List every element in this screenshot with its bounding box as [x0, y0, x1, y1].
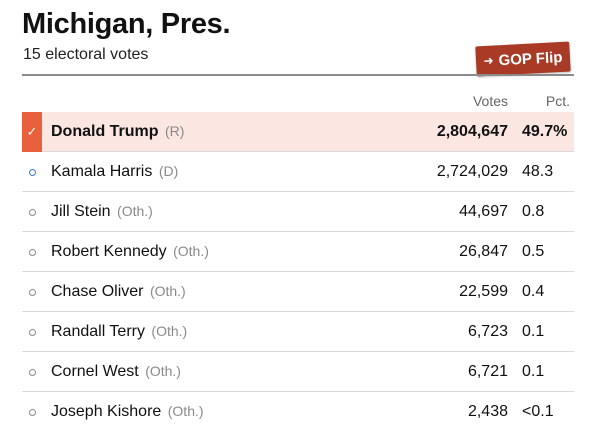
candidate-marker	[22, 312, 42, 352]
vote-count: 22,599	[459, 282, 508, 300]
vote-count: 6,723	[467, 322, 508, 340]
candidate-name-text: Joseph Kishore	[51, 403, 162, 420]
party-label: (Oth.)	[151, 322, 188, 339]
table-row: Jill Stein (Oth.) 44,697 0.8	[22, 192, 574, 232]
table-row: Randall Terry (Oth.) 6,723 0.1	[22, 312, 574, 352]
circle-icon	[28, 168, 36, 176]
badge-label: GOP Flip	[498, 48, 563, 69]
table-row: ✓ Donald Trump (R) 2,804,647 49.7%	[22, 112, 574, 152]
candidate-name-text: Jill Stein	[51, 202, 111, 220]
party-label: (Oth.)	[117, 202, 153, 219]
candidate-name-text: Cornel West	[51, 362, 139, 380]
results-table: ✓ Donald Trump (R) 2,804,647 49.7% Kamal…	[22, 112, 574, 432]
candidate-marker	[22, 392, 42, 432]
checkmark-icon: ✓	[26, 124, 38, 139]
circle-icon	[28, 368, 36, 376]
candidate-name: Donald Trump (R)	[51, 123, 184, 141]
candidate-name: Randall Terry (Oth.)	[51, 323, 187, 341]
pct-column-header: Pct.	[545, 93, 570, 109]
party-label: (Oth.)	[149, 282, 186, 299]
party-label: (Oth.)	[173, 242, 209, 259]
candidate-marker	[22, 272, 42, 312]
candidate-marker	[22, 152, 42, 192]
vote-percent: 0.1	[522, 362, 545, 380]
vote-percent: 0.4	[522, 282, 545, 300]
candidate-name-text: Randall Terry	[51, 322, 145, 340]
candidate-name-text: Kamala Harris	[51, 162, 153, 180]
circle-icon	[28, 328, 36, 336]
vote-percent: <0.1	[522, 403, 554, 420]
winner-marker: ✓	[22, 112, 42, 152]
circle-icon	[28, 248, 36, 256]
circle-icon	[28, 208, 36, 216]
circle-icon	[28, 288, 36, 296]
party-label: (Oth.)	[145, 362, 181, 379]
vote-count: 2,724,029	[436, 162, 508, 180]
race-title: Michigan, Pres.	[22, 8, 231, 40]
vote-count: 6,721	[467, 362, 508, 380]
candidate-name: Kamala Harris (D)	[51, 163, 178, 181]
candidate-name-text: Chase Oliver	[51, 282, 144, 300]
vote-percent: 0.1	[522, 322, 545, 340]
arrow-right-icon: ➜	[483, 53, 494, 69]
header-divider	[22, 74, 574, 76]
circle-icon	[28, 408, 36, 416]
electoral-votes-label: 15 electoral votes	[23, 46, 149, 63]
candidate-name: Jill Stein (Oth.)	[51, 203, 153, 221]
candidate-name: Joseph Kishore (Oth.)	[51, 403, 204, 421]
table-row: Kamala Harris (D) 2,724,029 48.3	[22, 152, 574, 192]
vote-count: 2,438	[467, 403, 508, 420]
vote-count: 2,804,647	[436, 122, 508, 140]
table-row: Joseph Kishore (Oth.) 2,438 <0.1	[22, 392, 574, 432]
vote-percent: 48.3	[522, 162, 554, 180]
candidate-name-text: Robert Kennedy	[51, 242, 167, 260]
candidate-name: Robert Kennedy (Oth.)	[51, 243, 209, 261]
candidate-marker	[22, 232, 42, 272]
table-row: Cornel West (Oth.) 6,721 0.1	[22, 352, 574, 392]
vote-count: 44,697	[459, 202, 508, 220]
candidate-name-text: Donald Trump	[51, 122, 159, 140]
candidate-name: Cornel West (Oth.)	[51, 363, 181, 381]
vote-percent: 0.8	[522, 202, 545, 220]
votes-column-header: Votes	[472, 93, 508, 109]
vote-percent: 0.5	[522, 242, 545, 260]
vote-percent: 49.7%	[522, 122, 568, 140]
table-row: Chase Oliver (Oth.) 22,599 0.4	[22, 272, 574, 312]
candidate-marker	[22, 192, 42, 232]
candidate-name: Chase Oliver (Oth.)	[51, 283, 186, 301]
party-label: (R)	[165, 122, 185, 139]
vote-count: 26,847	[459, 242, 508, 260]
party-label: (D)	[158, 162, 179, 179]
party-label: (Oth.)	[167, 403, 204, 419]
table-row: Robert Kennedy (Oth.) 26,847 0.5	[22, 232, 574, 272]
candidate-marker	[22, 352, 42, 392]
gop-flip-badge: ➜ GOP Flip	[475, 41, 571, 77]
